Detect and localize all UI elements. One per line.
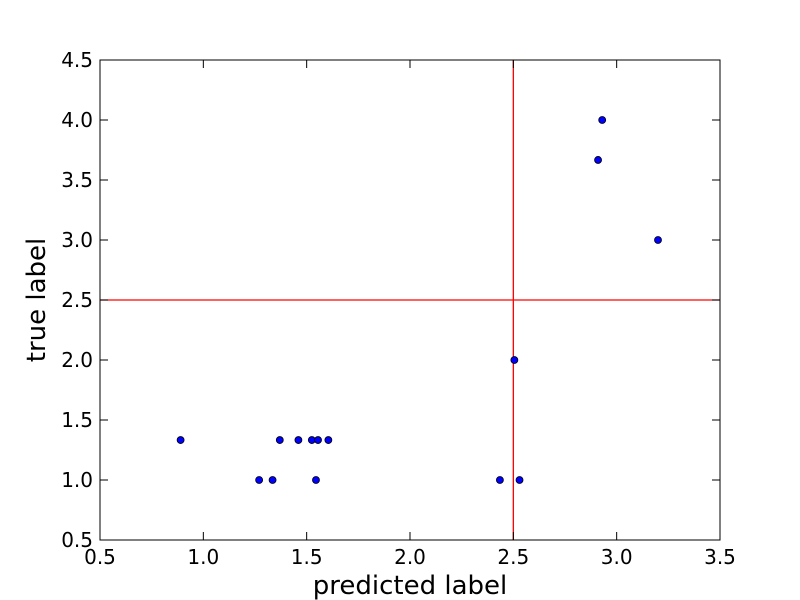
y-tick-label: 2.5 [61,288,93,312]
y-tick-label: 3.5 [61,168,93,192]
y-tick-label: 1.0 [61,468,93,492]
data-point-12 [515,476,524,484]
y-tick-label: 1.5 [61,408,93,432]
x-axis-label: predicted label [313,571,507,600]
data-points [176,116,662,484]
data-point-7 [312,476,320,484]
y-tick-label: 0.5 [61,528,93,552]
data-point-2 [255,476,264,484]
data-point-15 [654,236,662,244]
data-point-5 [294,436,303,444]
data-point-4 [275,436,284,444]
x-tick-label: 0.5 [84,545,116,569]
data-point-11 [510,356,519,364]
x-axis-ticks: 0.5 1.0 1.5 2.0 2.5 3.0 3.5 [84,60,736,569]
y-tick-label: 4.5 [61,48,93,72]
reference-lines [100,60,720,540]
data-point-10 [495,476,504,484]
y-tick-label: 4.0 [61,108,93,132]
x-tick-label: 3.0 [601,545,633,569]
x-tick-label: 1.5 [291,545,323,569]
y-axis-ticks: 0.5 1.0 1.5 2.0 2.5 3.0 3.5 4.0 4.5 [61,48,720,552]
x-tick-label: 3.5 [704,545,736,569]
data-point-14 [598,116,607,124]
data-point-1 [176,436,185,444]
data-point-3 [268,476,277,484]
y-tick-label: 2.0 [61,348,93,372]
y-tick-label: 3.0 [61,228,93,252]
x-tick-label: 1.0 [187,545,219,569]
data-point-9 [324,436,333,444]
x-tick-label: 2.5 [497,545,529,569]
y-axis-label: true label [22,238,52,363]
data-point-8 [314,436,322,444]
data-point-13 [594,156,602,164]
x-tick-label: 2.0 [394,545,426,569]
